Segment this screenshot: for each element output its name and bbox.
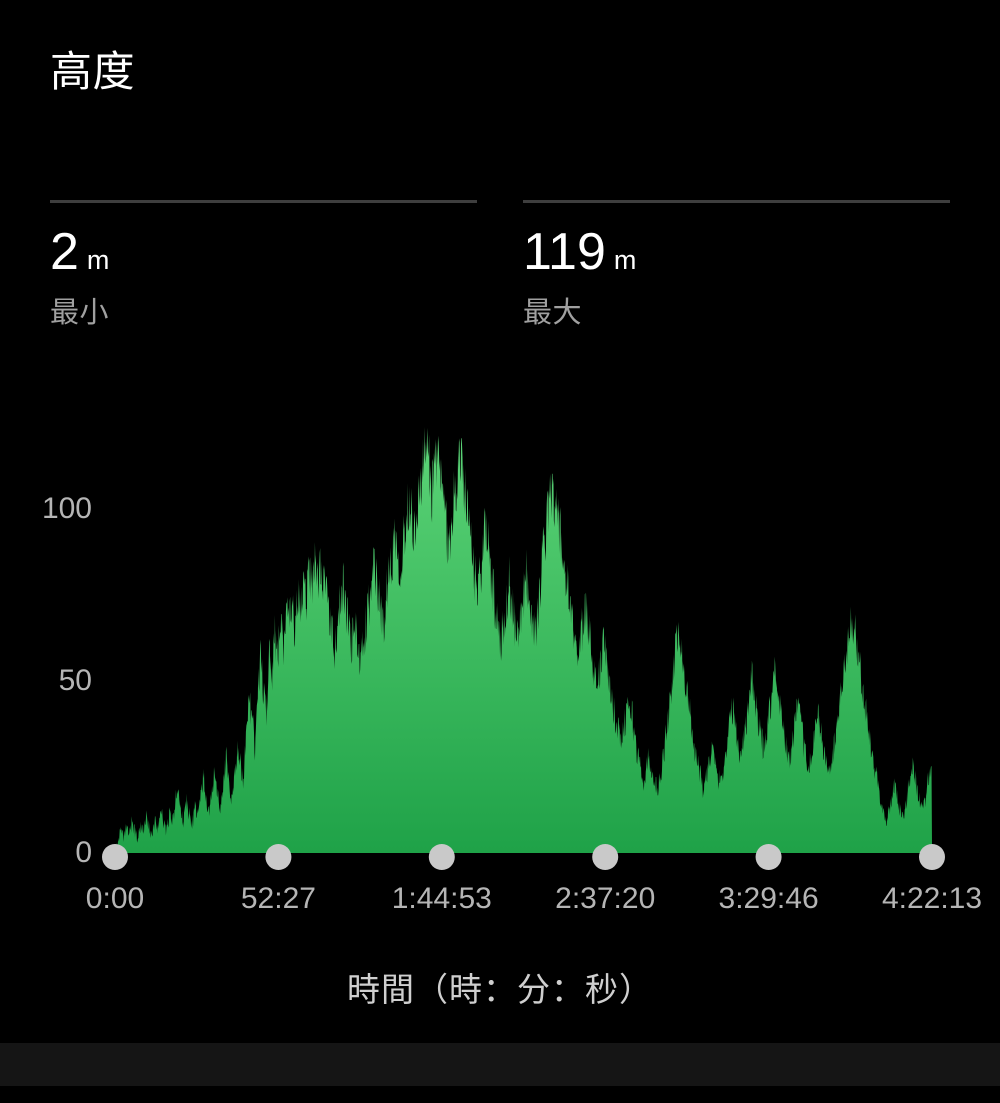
- stat-label-max: 最大: [523, 297, 583, 329]
- page-title: 高度: [50, 48, 136, 95]
- bottom-bar: [0, 1043, 1000, 1086]
- x-axis-caption: 時間（時：分：秒）: [347, 971, 653, 1008]
- axis-dot-4[interactable]: [755, 844, 782, 870]
- x-axis-tick-4: 3:29:46: [718, 882, 819, 915]
- bottom-black-strip: [0, 1086, 1000, 1103]
- x-axis-tick-3: 2:37:20: [555, 882, 656, 915]
- y-axis-tick-100: 100: [41, 492, 92, 525]
- stat-number-max: 119: [523, 223, 606, 281]
- y-axis-tick-50: 50: [58, 664, 92, 697]
- stat-divider-max: [523, 200, 950, 203]
- elevation-chart[interactable]: 0 50 100 0:00 52:27 1:44:53 2:37:20 3:29:46 4:2…: [0, 400, 1000, 1030]
- y-axis-tick-0: 0: [75, 836, 92, 869]
- stat-unit-max: m: [613, 245, 637, 275]
- stat-label-min: 最小: [50, 297, 110, 329]
- x-axis-tick-5: 4:22:13: [881, 882, 983, 915]
- axis-dot-0[interactable]: [102, 844, 128, 870]
- elevation-area-path: [115, 426, 932, 853]
- axis-dot-1[interactable]: [265, 844, 292, 870]
- stat-number-min: 2: [50, 223, 79, 281]
- axis-dot-5[interactable]: [919, 844, 945, 870]
- axis-dot-3[interactable]: [592, 844, 619, 870]
- elevation-area-plot[interactable]: [0, 400, 1000, 1030]
- stat-divider-min: [50, 200, 477, 203]
- x-axis-tick-1: 52:27: [240, 882, 316, 915]
- stat-max: 119 m 最大: [523, 200, 950, 330]
- x-axis-tick-2: 1:44:53: [391, 882, 492, 915]
- axis-tick-dots: [102, 844, 945, 870]
- stat-value-max: 119 m: [523, 224, 950, 288]
- x-axis-tick-0: 0:00: [85, 882, 145, 915]
- axis-dot-2[interactable]: [428, 844, 455, 870]
- stat-unit-min: m: [86, 245, 110, 275]
